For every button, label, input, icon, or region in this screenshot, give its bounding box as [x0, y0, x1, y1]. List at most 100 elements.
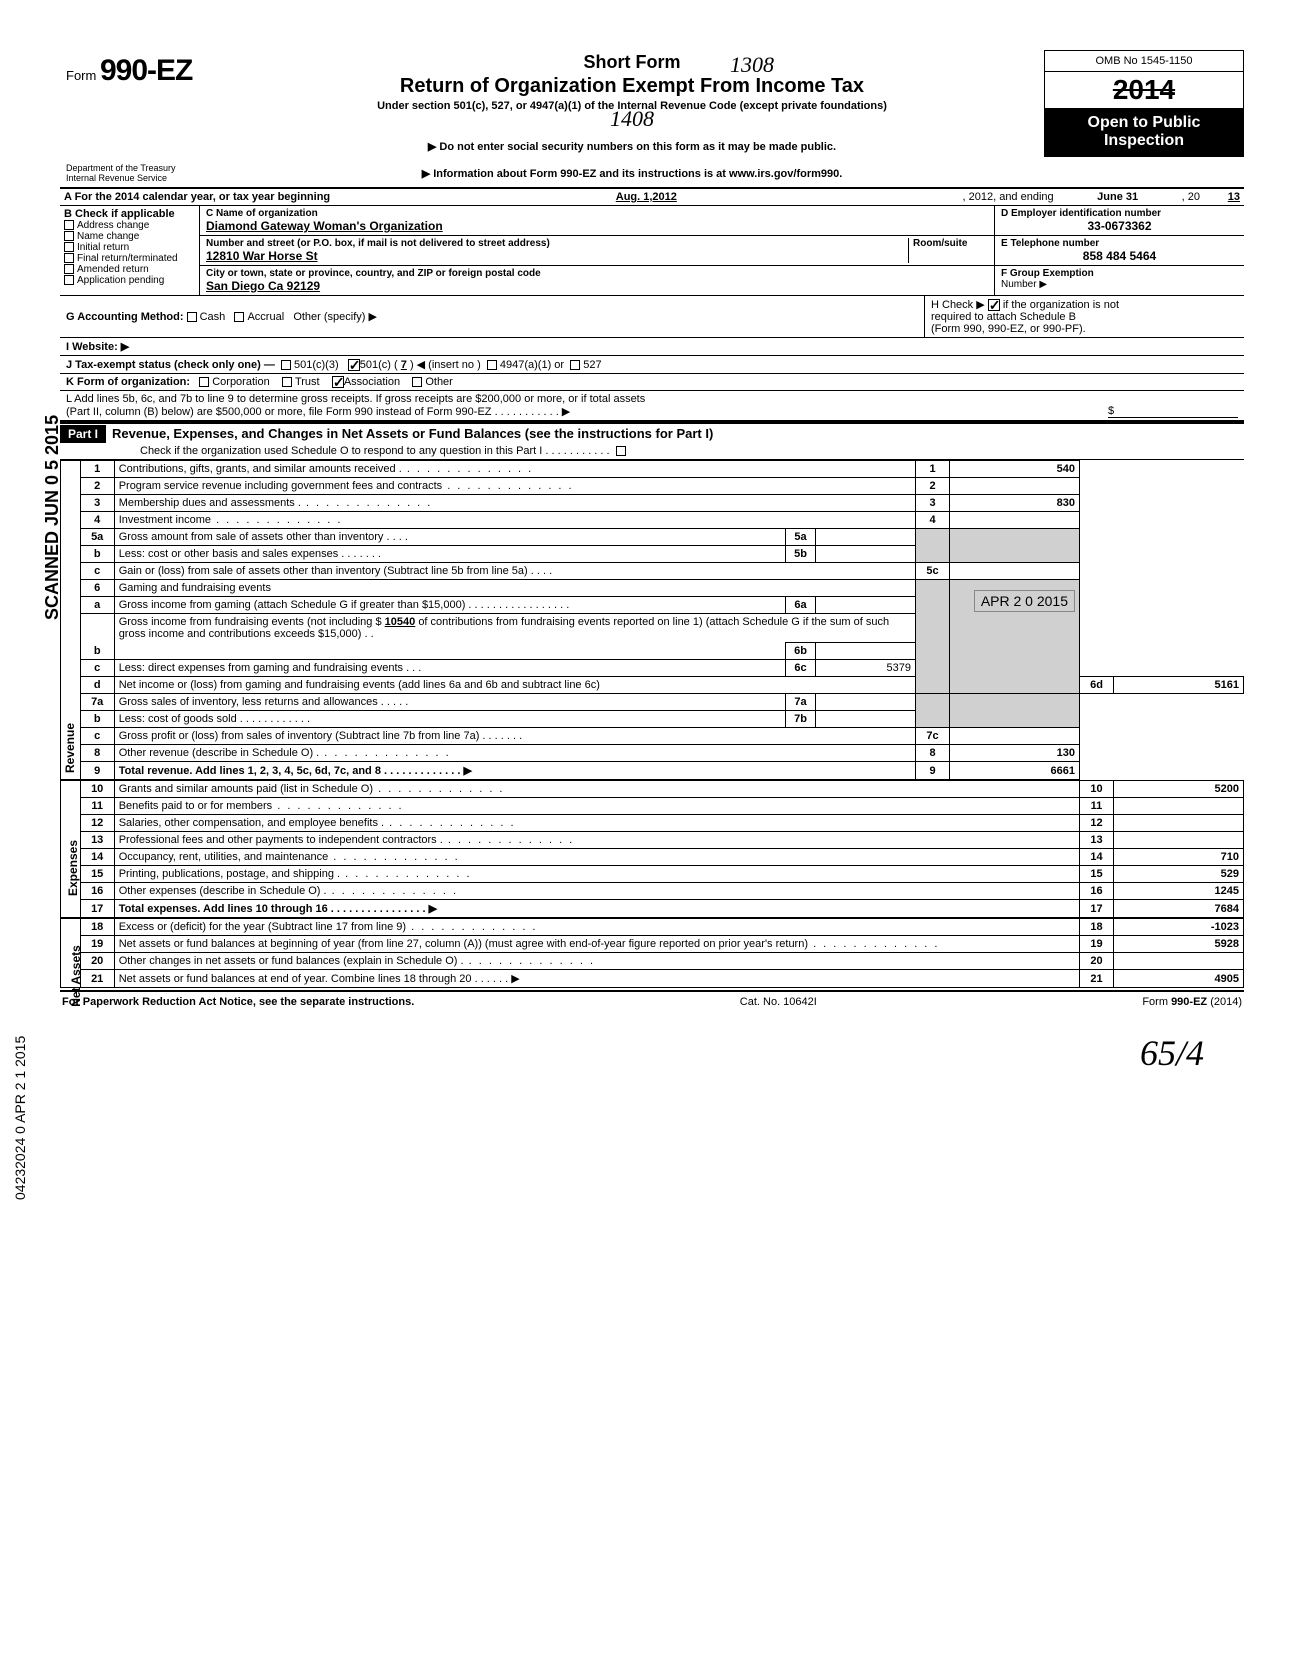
chk-cash[interactable]	[187, 312, 197, 322]
form-prefix: Form	[66, 68, 96, 83]
chk-amended[interactable]	[64, 264, 74, 274]
row-k: K Form of organization: Corporation Trus…	[60, 374, 1244, 391]
amt-3: 830	[950, 495, 1080, 512]
room-label: Room/suite	[913, 238, 988, 249]
part1-label: Part I	[60, 425, 106, 443]
date-stamp-apr: APR 2 0 2015	[974, 590, 1075, 612]
501c-number: 7	[401, 359, 407, 371]
h-label: H Check ▶	[931, 299, 985, 311]
chk-501c3[interactable]	[281, 360, 291, 370]
amt-14: 710	[1114, 849, 1244, 866]
info-line: ▶ Information about Form 990-EZ and its …	[220, 161, 1044, 187]
amt-21: 4905	[1114, 970, 1244, 988]
form-header: Form 990-EZ Short Form Return of Organiz…	[60, 50, 1244, 157]
handwritten-initials: 65/4	[60, 1032, 1204, 1074]
line-13: 13Professional fees and other payments t…	[80, 832, 1243, 849]
row-l-line1: L Add lines 5b, 6c, and 7b to line 9 to …	[66, 393, 1238, 405]
period-end-year: 13	[1204, 189, 1244, 205]
period-begin: Aug. 1,2012	[334, 189, 958, 205]
col-b-header: B Check if applicable	[64, 208, 195, 220]
line-19: 19Net assets or fund balances at beginni…	[80, 936, 1243, 953]
line-18: 18Excess or (deficit) for the year (Subt…	[80, 919, 1243, 936]
footer: For Paperwork Reduction Act Notice, see …	[60, 990, 1244, 1012]
h-text2: if the organization is not	[1003, 299, 1119, 311]
amt-16: 1245	[1114, 883, 1244, 900]
fundraising-contrib: 10540	[385, 616, 416, 628]
line-14: 14Occupancy, rent, utilities, and mainte…	[80, 849, 1243, 866]
left-margin-date: 04232024 0 APR 2 1 2015	[12, 1036, 28, 1200]
row-l: L Add lines 5b, 6c, and 7b to line 9 to …	[60, 391, 1244, 422]
dept-treasury: Department of the Treasury Internal Reve…	[60, 161, 220, 187]
chk-address[interactable]	[64, 220, 74, 230]
title-cell: Short Form Return of Organization Exempt…	[220, 50, 1044, 155]
chk-name[interactable]	[64, 231, 74, 241]
chk-4947[interactable]	[487, 360, 497, 370]
short-form-title: Short Form	[230, 52, 1034, 73]
chk-assoc[interactable]	[332, 376, 344, 388]
amt-9: 6661	[950, 762, 1080, 780]
accounting-label: G Accounting Method:	[66, 311, 184, 323]
phone-value: 858 484 5464	[1001, 249, 1238, 263]
expenses-table: 10Grants and similar amounts paid (list …	[80, 780, 1244, 918]
phone-label: E Telephone number	[1001, 238, 1238, 249]
dept-row: Department of the Treasury Internal Reve…	[60, 161, 1244, 189]
period-end-month: June 31	[1058, 189, 1178, 205]
row-j: J Tax-exempt status (check only one) — 5…	[60, 356, 1244, 374]
chk-initial[interactable]	[64, 242, 74, 252]
line-9: 9 Total revenue. Add lines 1, 2, 3, 4, 5…	[80, 762, 1243, 780]
row-gh: G Accounting Method: Cash Accrual Other …	[60, 296, 1244, 338]
chk-final[interactable]	[64, 253, 74, 263]
lines-table: 1 Contributions, gifts, grants, and simi…	[80, 460, 1244, 780]
end-year-label: , 20	[1178, 189, 1204, 205]
chk-trust[interactable]	[282, 377, 292, 387]
line-15: 15Printing, publications, postage, and s…	[80, 866, 1243, 883]
handwritten-1408: 1408	[230, 106, 1034, 132]
row-l-line2: (Part II, column (B) below) are $500,000…	[66, 405, 1108, 418]
amt-4	[950, 512, 1080, 529]
group-exempt-label: F Group Exemption	[1001, 268, 1238, 279]
h-text3: required to attach Schedule B	[931, 311, 1076, 323]
street-label: Number and street (or P.O. box, if mail …	[206, 238, 908, 249]
part1-check-line: Check if the organization used Schedule …	[60, 443, 1244, 460]
form-number: 990-EZ	[100, 54, 192, 87]
chk-accrual[interactable]	[234, 312, 244, 322]
col-def: D Employer identification number 33-0673…	[994, 206, 1244, 295]
footer-left: For Paperwork Reduction Act Notice, see …	[62, 996, 414, 1008]
line-4: 4 Investment income 4	[80, 512, 1243, 529]
netassets-table: 18Excess or (deficit) for the year (Subt…	[80, 918, 1244, 988]
chk-schedule-b[interactable]	[988, 299, 1000, 311]
netassets-wrapper: Net Assets 18Excess or (deficit) for the…	[60, 918, 1244, 988]
ein-label: D Employer identification number	[1001, 208, 1238, 219]
amt-7c	[950, 728, 1080, 745]
amt-20	[1114, 953, 1244, 970]
amt-17: 7684	[1114, 900, 1244, 918]
omb-cell: OMB No 1545-1150 2014 Open to Public Ins…	[1044, 50, 1244, 157]
col-c: C Name of organization Diamond Gateway W…	[200, 206, 994, 295]
open-public: Open to Public Inspection	[1045, 108, 1243, 156]
amt-10: 5200	[1114, 781, 1244, 798]
col-b: B Check if applicable Address change Nam…	[60, 206, 200, 295]
expenses-side-label: Expenses	[60, 780, 80, 918]
group-exempt-number: Number ▶	[1001, 279, 1238, 290]
line-16: 16Other expenses (describe in Schedule O…	[80, 883, 1243, 900]
line-10: 10Grants and similar amounts paid (list …	[80, 781, 1243, 798]
chk-527[interactable]	[570, 360, 580, 370]
line-21: 21Net assets or fund balances at end of …	[80, 970, 1243, 988]
line-17: 17Total expenses. Add lines 10 through 1…	[80, 900, 1243, 918]
amt-18: -1023	[1114, 919, 1244, 936]
amt-15: 529	[1114, 866, 1244, 883]
chk-pending[interactable]	[64, 275, 74, 285]
chk-501c[interactable]	[348, 359, 360, 371]
chk-other-org[interactable]	[412, 377, 422, 387]
chk-schedule-o[interactable]	[616, 446, 626, 456]
h-text4: (Form 990, 990-EZ, or 990-PF).	[931, 323, 1086, 335]
line-3: 3 Membership dues and assessments . 3 83…	[80, 495, 1243, 512]
street-value: 12810 War Horse St	[206, 249, 908, 263]
revenue-side-label: Revenue	[60, 460, 80, 780]
website-label: I Website: ▶	[66, 341, 129, 353]
row-i: I Website: ▶	[60, 338, 1244, 356]
ein-value: 33-0673362	[1001, 219, 1238, 233]
chk-corp[interactable]	[199, 377, 209, 387]
form-org-label: K Form of organization:	[66, 376, 190, 388]
line-12: 12Salaries, other compensation, and empl…	[80, 815, 1243, 832]
